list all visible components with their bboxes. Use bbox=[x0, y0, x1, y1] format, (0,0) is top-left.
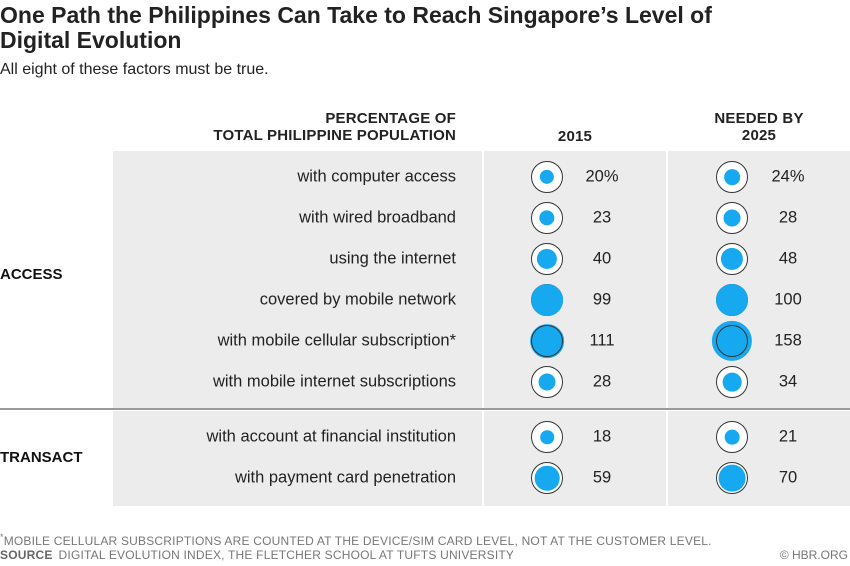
label-header-line1: PERCENTAGE OF bbox=[325, 110, 456, 127]
reference-circle-2025 bbox=[716, 325, 748, 357]
group-label-access: ACCESS bbox=[0, 266, 63, 283]
row-label: with wired broadband bbox=[299, 208, 456, 227]
group-label-transact: TRANSACT bbox=[0, 449, 83, 466]
label-column-header: PERCENTAGE OF TOTAL PHILIPPINE POPULATIO… bbox=[213, 110, 456, 144]
value-circle-2025 bbox=[718, 464, 746, 492]
value-circle-2015 bbox=[531, 284, 563, 316]
row-label: with mobile internet subscriptions bbox=[212, 372, 456, 391]
row-label: with computer access bbox=[297, 167, 456, 186]
reference-circle-2015 bbox=[531, 325, 563, 357]
row-label: with account at financial institution bbox=[206, 427, 456, 446]
value-2025: 24% bbox=[771, 167, 805, 186]
value-2015: 59 bbox=[592, 468, 612, 487]
chart-subtitle: All eight of these factors must be true. bbox=[0, 61, 269, 78]
value-circle-2025 bbox=[724, 169, 740, 185]
label-header-line2: TOTAL PHILIPPINE POPULATION bbox=[213, 127, 456, 144]
value-2025: 28 bbox=[778, 208, 798, 227]
value-2025: 70 bbox=[778, 468, 798, 487]
footnote: *MOBILE CELLULAR SUBSCRIPTIONS ARE COUNT… bbox=[0, 532, 712, 548]
value-circle-2025 bbox=[723, 209, 741, 227]
column-header-2025: NEEDED BY 2025 bbox=[668, 110, 850, 144]
transact-2025-panel bbox=[668, 411, 850, 506]
value-2015: 20% bbox=[585, 167, 619, 186]
value-circle-2015 bbox=[536, 248, 558, 270]
value-circle-2025 bbox=[722, 372, 742, 392]
value-2015: 28 bbox=[592, 372, 612, 391]
source-label: SOURCE bbox=[0, 548, 53, 562]
transact-label-panel bbox=[113, 411, 482, 506]
transact-2015-panel bbox=[484, 411, 666, 506]
group-divider bbox=[0, 408, 850, 410]
footnote-marker: * bbox=[0, 532, 4, 542]
value-circle-2015 bbox=[539, 210, 555, 226]
value-circle-2015 bbox=[538, 373, 556, 391]
value-circle-2015 bbox=[540, 430, 554, 444]
row-label: with payment card penetration bbox=[234, 468, 456, 487]
value-2015: 40 bbox=[592, 249, 612, 268]
chart-title: One Path the Philippines Can Take to Rea… bbox=[0, 2, 712, 53]
value-circle-2025 bbox=[720, 247, 744, 271]
value-circle-2015 bbox=[539, 169, 555, 185]
value-2025: 48 bbox=[778, 249, 798, 268]
value-2025: 34 bbox=[778, 372, 798, 391]
value-circle-2015 bbox=[534, 465, 560, 491]
value-2025: 100 bbox=[774, 290, 802, 309]
value-2025: 21 bbox=[778, 427, 798, 446]
source-text: DIGITAL EVOLUTION INDEX, THE FLETCHER SC… bbox=[58, 548, 515, 562]
footnote-text: MOBILE CELLULAR SUBSCRIPTIONS ARE COUNTE… bbox=[3, 534, 712, 548]
column-header-2025-line2: 2025 bbox=[741, 127, 777, 144]
row-label: with mobile cellular subscription* bbox=[217, 331, 456, 350]
column-header-2025-line1: NEEDED BY bbox=[714, 110, 804, 127]
access-label-panel bbox=[113, 151, 482, 408]
row-label: covered by mobile network bbox=[259, 290, 456, 309]
value-2015: 111 bbox=[589, 331, 615, 350]
value-2015: 23 bbox=[592, 208, 612, 227]
row-label: using the internet bbox=[329, 249, 456, 268]
credit: © HBR.ORG bbox=[779, 548, 848, 562]
value-2025: 158 bbox=[774, 331, 802, 350]
column-header-2015: 2015 bbox=[557, 128, 593, 145]
value-2015: 99 bbox=[592, 290, 612, 309]
access-2015-panel bbox=[484, 151, 666, 408]
value-2015: 18 bbox=[592, 427, 612, 446]
value-circle-2025 bbox=[716, 284, 748, 316]
source-line: SOURCE DIGITAL EVOLUTION INDEX, THE FLETC… bbox=[0, 548, 514, 562]
value-circle-2025 bbox=[724, 429, 740, 445]
access-2025-panel bbox=[668, 151, 850, 408]
